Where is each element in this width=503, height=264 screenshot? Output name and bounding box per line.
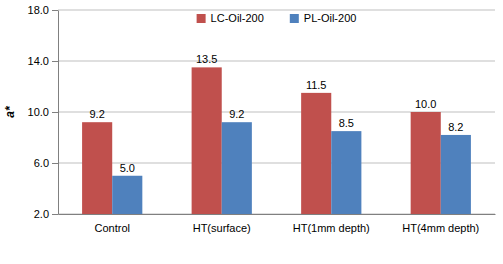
tick-label: 10.0 — [28, 106, 49, 118]
data-label: 13.5 — [196, 53, 217, 65]
y-axis: 2.0 6.0 10.0 14.0 18.0 — [28, 4, 59, 220]
bar — [82, 122, 112, 214]
tick: HT(surface) — [193, 214, 251, 234]
bar — [222, 122, 252, 214]
grid-line — [58, 10, 495, 11]
chart: 9.2 13.5 11.5 10.0 5.0 9.2 8.5 8.2 2.0 6.0 10.0 14.… — [0, 0, 503, 264]
grid — [58, 10, 495, 214]
axis-line — [58, 11, 59, 215]
legend: LC-Oil-200 PL-Oil-200 — [197, 12, 357, 24]
data-label: 8.5 — [339, 117, 354, 129]
legend-label: PL-Oil-200 — [304, 12, 357, 24]
tick-label: HT(surface) — [193, 222, 251, 234]
tick-mark — [52, 10, 58, 11]
tick-label: 2.0 — [34, 208, 49, 220]
tick: 2.0 — [34, 208, 58, 220]
tick-label: 18.0 — [28, 4, 49, 16]
data-label: 8.2 — [448, 121, 463, 133]
tick: Control — [94, 214, 129, 234]
tick-mark — [52, 163, 58, 164]
bar — [441, 135, 471, 214]
bars — [82, 67, 471, 214]
legend-item: PL-Oil-200 — [290, 12, 357, 24]
data-label: 9.2 — [229, 108, 244, 120]
tick-label: HT(4mm depth) — [402, 222, 479, 234]
tick-label: 14.0 — [28, 55, 49, 67]
bar — [331, 131, 361, 214]
x-axis: Control HT(surface) HT(1mm depth) HT(4mm de… — [59, 214, 496, 234]
tick: 14.0 — [28, 55, 58, 67]
legend-label: LC-Oil-200 — [211, 12, 264, 24]
legend-swatch — [197, 14, 206, 23]
tick: HT(4mm depth) — [402, 214, 479, 234]
plot: 9.2 13.5 11.5 10.0 5.0 9.2 8.5 8.2 2.0 6.0 10.0 14.… — [28, 4, 496, 234]
data-label: 10.0 — [415, 98, 436, 110]
bar — [411, 112, 441, 214]
grid-line — [58, 61, 495, 62]
data-label: 5.0 — [120, 162, 135, 174]
tick: 6.0 — [34, 157, 58, 169]
tick: HT(1mm depth) — [293, 214, 370, 234]
legend-swatch — [290, 14, 299, 23]
bar — [301, 93, 331, 214]
data-labels: 9.2 13.5 11.5 10.0 5.0 9.2 8.5 8.2 — [90, 53, 464, 173]
tick: 10.0 — [28, 106, 58, 118]
axis-line — [59, 214, 496, 215]
bar — [112, 176, 142, 214]
tick-label: HT(1mm depth) — [293, 222, 370, 234]
data-label: 11.5 — [306, 79, 327, 91]
tick: 18.0 — [28, 4, 58, 16]
tick-label: Control — [94, 222, 129, 234]
tick-mark — [52, 112, 58, 113]
axis-title: a* — [3, 105, 17, 118]
bar — [192, 67, 222, 214]
legend-item: LC-Oil-200 — [197, 12, 264, 24]
data-label: 9.2 — [90, 108, 105, 120]
tick-label: 6.0 — [34, 157, 49, 169]
tick-mark — [52, 214, 58, 215]
tick-mark — [52, 61, 58, 62]
